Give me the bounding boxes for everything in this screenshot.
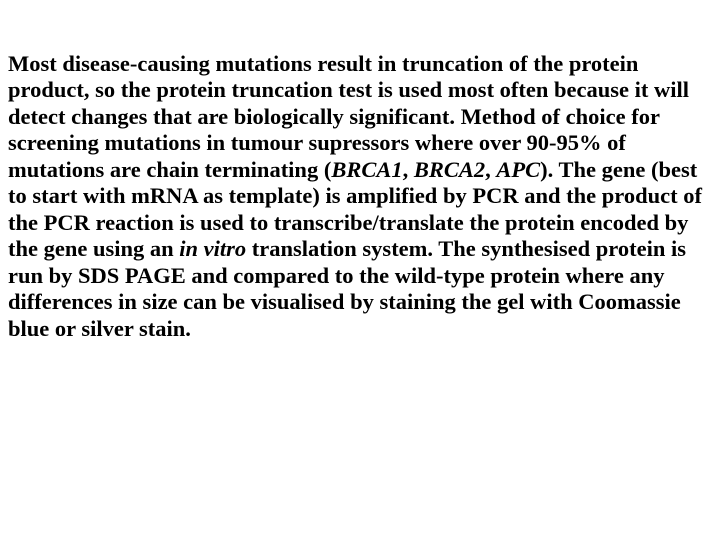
body-paragraph: Most disease-causing mutations result in… xyxy=(8,51,710,343)
text-run: , xyxy=(485,157,496,182)
document-page: Most disease-causing mutations result in… xyxy=(0,0,720,343)
gene-name-italic: BRCA2 xyxy=(414,157,485,182)
gene-name-italic: BRCA1 xyxy=(331,157,402,182)
gene-name-italic: APC xyxy=(496,157,540,182)
text-run: , xyxy=(403,157,414,182)
latin-phrase-italic: in vitro xyxy=(179,236,246,261)
